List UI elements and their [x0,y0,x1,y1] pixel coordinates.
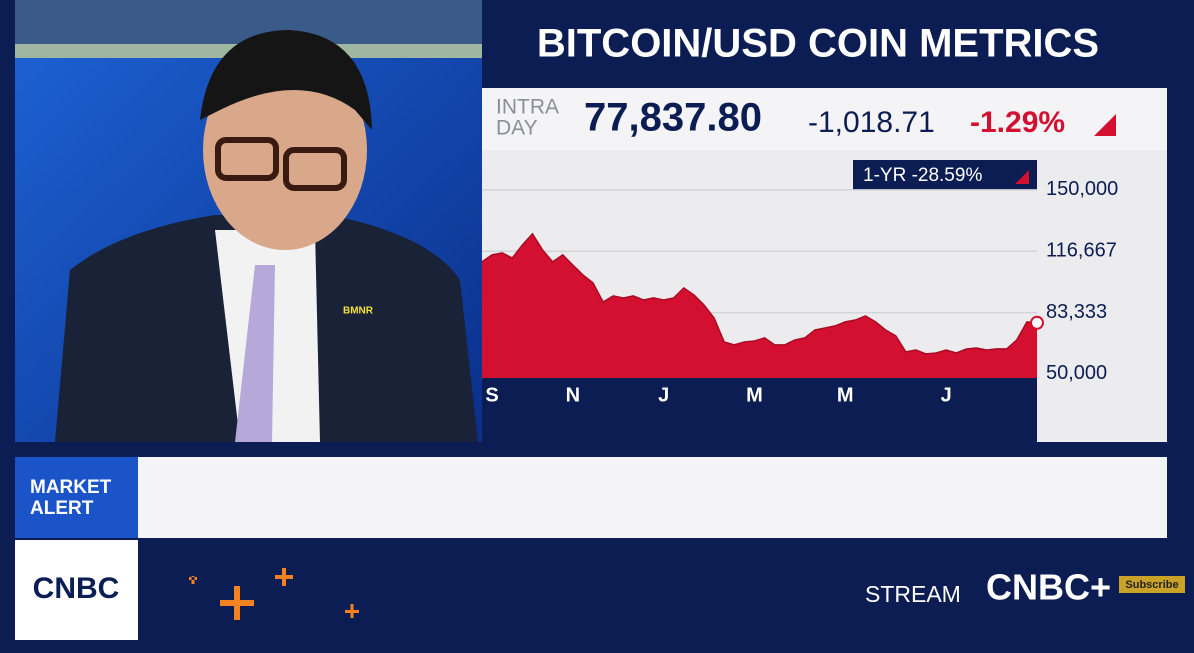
glasses [215,137,279,181]
down-indicator [1094,114,1116,136]
stream-logo: CNBC+ [986,567,1111,608]
stream: STREAM [865,581,961,607]
y-tick-label: 150,000 [1046,178,1118,200]
subscribe-label[interactable]: Subscribe [1125,579,1178,591]
area-line [481,232,1038,355]
header-bar [482,0,1167,88]
x-tick-label: S [485,384,498,406]
pin: BMNR [343,306,374,317]
alert-text: ALERT [30,498,94,519]
alert-text: MARKET [30,477,112,498]
x-tick-label: J [941,384,952,406]
y-tick-label: 50,000 [1046,362,1107,384]
x-tick-label: N [566,384,580,406]
change-pct: -1.29% [970,106,1065,139]
y-tick-label: 116,667 [1046,240,1117,262]
title: BITCOIN/USD COIN METRICS [537,22,1099,66]
price: 77,837.80 [584,96,762,140]
x-tick-label: M [837,384,854,406]
ticker-bar [15,540,1167,640]
studio-screen [15,0,482,44]
quote-label: INTRA [496,96,559,119]
logo-box [15,540,138,640]
glasses [283,147,347,191]
annotation: 1-YR -28.59% [863,165,982,186]
x-tick-label: M [746,384,763,406]
last-point [1030,315,1044,330]
decoration [189,568,359,620]
annotation-box [853,160,1037,190]
x-tick-label: J [658,384,669,406]
area [482,233,1037,378]
alert-box [15,457,138,538]
annotation-indicator [1015,170,1029,184]
subscribe-button[interactable] [1119,576,1185,593]
hair [200,30,372,130]
tie [235,265,275,442]
alert-bar [15,457,1167,538]
x-axis-band [482,378,1037,442]
logo: CNBC [33,572,120,605]
quote-label: DAY [496,117,538,140]
y-tick-label: 83,333 [1046,301,1107,323]
face [203,50,367,250]
change: -1,018.71 [808,106,935,139]
quote-bar [482,88,1167,150]
